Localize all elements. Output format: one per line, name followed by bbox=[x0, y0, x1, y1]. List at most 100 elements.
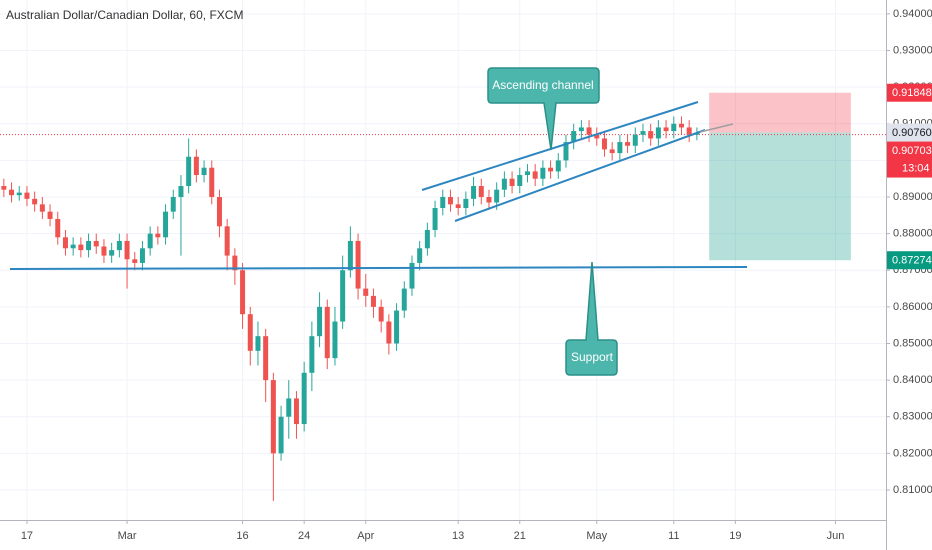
candle-body bbox=[586, 127, 592, 135]
candle-body bbox=[363, 288, 369, 296]
candle-body bbox=[309, 336, 315, 373]
y-tick-label: 0.86000 bbox=[893, 301, 932, 313]
price-badge-label: 0.91848 bbox=[892, 87, 932, 99]
channel-upper bbox=[421, 101, 699, 191]
candle-body bbox=[594, 134, 600, 139]
candle-body bbox=[293, 398, 299, 425]
x-tick-label: 21 bbox=[514, 530, 526, 542]
y-tick-label: 0.89000 bbox=[893, 191, 932, 203]
candle-body bbox=[216, 197, 222, 227]
candle-body bbox=[394, 310, 400, 344]
callout-shape bbox=[565, 261, 618, 376]
y-tick-label: 0.94000 bbox=[893, 8, 932, 20]
candle-body bbox=[655, 127, 661, 139]
y-tick-label: 0.85000 bbox=[893, 337, 932, 349]
candle-body bbox=[193, 156, 199, 176]
candle-body bbox=[16, 192, 22, 196]
trend-extension bbox=[699, 123, 734, 133]
candle-body bbox=[455, 204, 461, 208]
x-tick-label: Apr bbox=[357, 530, 374, 542]
candle-body bbox=[55, 218, 61, 238]
candle-body bbox=[116, 240, 122, 251]
candle-body bbox=[494, 189, 500, 203]
candle-body bbox=[524, 171, 530, 176]
candle-body bbox=[1, 186, 7, 190]
price-badge-label: 0.90703 bbox=[892, 145, 932, 157]
candle-body bbox=[155, 233, 161, 238]
x-tick-label: 17 bbox=[21, 530, 33, 542]
candle-body bbox=[178, 186, 184, 198]
candle-body bbox=[286, 398, 292, 417]
candle-body bbox=[163, 211, 169, 238]
x-tick-label: 11 bbox=[668, 530, 679, 542]
callout-text: Ascending channel bbox=[492, 78, 593, 92]
candle-body bbox=[32, 198, 38, 205]
candle-body bbox=[571, 131, 577, 143]
candle-body bbox=[632, 134, 638, 146]
candle-body bbox=[209, 167, 215, 198]
candle-body bbox=[463, 198, 469, 208]
candle-body bbox=[301, 372, 307, 425]
drawings: Ascending channel Support bbox=[9, 67, 748, 376]
price-badge-bg bbox=[887, 251, 932, 270]
candle-body bbox=[78, 244, 84, 251]
candle-body bbox=[347, 240, 353, 271]
candle-body bbox=[332, 321, 338, 359]
candle-body bbox=[563, 142, 569, 161]
y-tick-label: 0.84000 bbox=[893, 374, 932, 386]
close-badge: 0.90703 13:04 bbox=[887, 141, 932, 178]
candle-body bbox=[124, 240, 130, 260]
candle-body bbox=[517, 175, 523, 187]
candle-body bbox=[671, 123, 677, 132]
candle-body bbox=[486, 197, 492, 203]
candle-body bbox=[101, 246, 107, 256]
x-tick-label: Jun bbox=[827, 530, 845, 542]
candle-body bbox=[247, 314, 253, 351]
candle-body bbox=[9, 189, 15, 196]
price-badge-label: 0.87274 bbox=[892, 255, 932, 267]
candle-body bbox=[317, 306, 323, 337]
candle-body bbox=[201, 167, 207, 176]
candle-body bbox=[370, 295, 376, 307]
candle-body bbox=[686, 127, 692, 135]
candle-body bbox=[648, 131, 654, 139]
y-tick-label: 0.81000 bbox=[893, 484, 932, 496]
candle-body bbox=[355, 240, 361, 289]
candle-body bbox=[109, 250, 115, 256]
y-tick-label: 0.83000 bbox=[893, 411, 932, 423]
candle-body bbox=[548, 167, 554, 172]
y-tick-label: 0.88000 bbox=[893, 228, 932, 240]
candle-body bbox=[501, 178, 507, 190]
grid bbox=[0, 0, 886, 520]
candle-body bbox=[424, 229, 430, 249]
candles bbox=[1, 116, 700, 501]
candle-body bbox=[609, 149, 615, 154]
candle-body bbox=[601, 138, 607, 150]
candle-body bbox=[62, 237, 68, 249]
price-badge: 0.90760 bbox=[887, 123, 932, 142]
candle-body bbox=[263, 336, 269, 381]
candle-body bbox=[86, 240, 92, 251]
candle-body bbox=[417, 248, 423, 263]
candle-body bbox=[132, 259, 138, 263]
candle-body bbox=[478, 186, 484, 198]
price-badge-label: 0.90760 bbox=[892, 127, 932, 139]
candle-body bbox=[70, 244, 76, 249]
candle-body bbox=[447, 197, 453, 205]
candle-body bbox=[24, 192, 30, 199]
candle-body bbox=[432, 208, 438, 230]
candle-body bbox=[270, 380, 276, 454]
x-tick-label: 19 bbox=[729, 530, 741, 542]
countdown-label: 13:04 bbox=[902, 162, 930, 174]
candle-body bbox=[170, 197, 176, 212]
candle-body bbox=[93, 240, 99, 247]
candle-body bbox=[663, 127, 669, 132]
candle-body bbox=[617, 142, 623, 154]
price-badge: 0.91848 bbox=[887, 83, 932, 102]
candle-body bbox=[401, 288, 407, 311]
candle-body bbox=[224, 226, 230, 256]
candle-body bbox=[509, 178, 515, 187]
candle-body bbox=[47, 211, 53, 219]
y-tick-label: 0.82000 bbox=[893, 447, 932, 459]
